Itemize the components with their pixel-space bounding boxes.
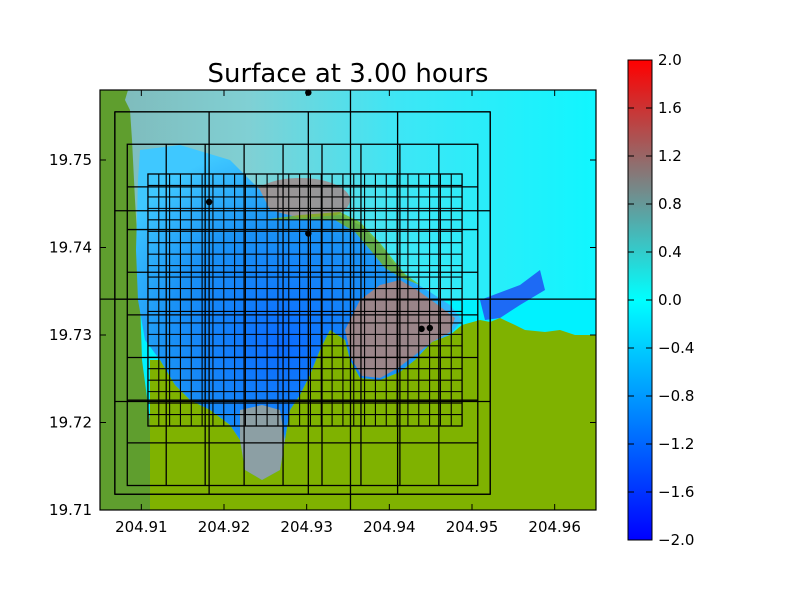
offshore-depression [480, 270, 545, 320]
gauge-point [305, 230, 312, 237]
y-tick-label: 19.72 [49, 414, 92, 432]
x-tick-label: 204.95 [446, 518, 499, 536]
colorbar-tick-label: −1.2 [658, 435, 694, 453]
gauge-point [205, 198, 213, 206]
y-tick-label: 19.71 [49, 501, 92, 519]
x-tick-label: 204.94 [363, 518, 416, 536]
axes-frame [99, 89, 597, 511]
colorbar-tick-label: 1.6 [658, 99, 682, 117]
x-tick-label: 204.93 [280, 518, 333, 536]
x-tick-label: 204.91 [115, 518, 168, 536]
y-tick-label: 19.75 [49, 151, 92, 169]
colorbar-tick-label: 0.0 [658, 291, 682, 309]
colorbar-tick-label: 0.8 [658, 195, 682, 213]
colorbar-tick-label: 1.2 [658, 147, 682, 165]
gauge-point [426, 324, 434, 332]
colorbar-tick-label: 0.4 [658, 243, 682, 261]
x-tick-label: 204.96 [528, 518, 581, 536]
bay-drawdown [136, 145, 462, 480]
chart-title: Surface at 3.00 hours [208, 59, 489, 89]
gauge-point [418, 325, 425, 333]
colorbar-tick-label: −2.0 [658, 531, 694, 549]
colorbar-tick-label: −0.8 [658, 387, 694, 405]
y-axis: 19.71 19.72 19.73 19.74 19.75 [49, 151, 596, 519]
x-axis: 204.91 204.92 204.93 204.94 204.95 204.96 [115, 90, 581, 536]
y-tick-label: 19.74 [49, 239, 92, 257]
colorbar-tick-label: −1.6 [658, 483, 694, 501]
land-left [100, 90, 150, 510]
colorbar-ticks: −2.0 −1.6 −1.2 −0.8 −0.4 0.0 0.4 0.8 1.2 1.6 2.0 [628, 51, 694, 549]
patch-grid [100, 90, 596, 510]
x-tick-label: 204.92 [198, 518, 251, 536]
colorbar-tick-label: −0.4 [658, 339, 694, 357]
y-tick-label: 19.73 [49, 326, 92, 344]
colorbar-tick-label: 2.0 [658, 51, 682, 69]
